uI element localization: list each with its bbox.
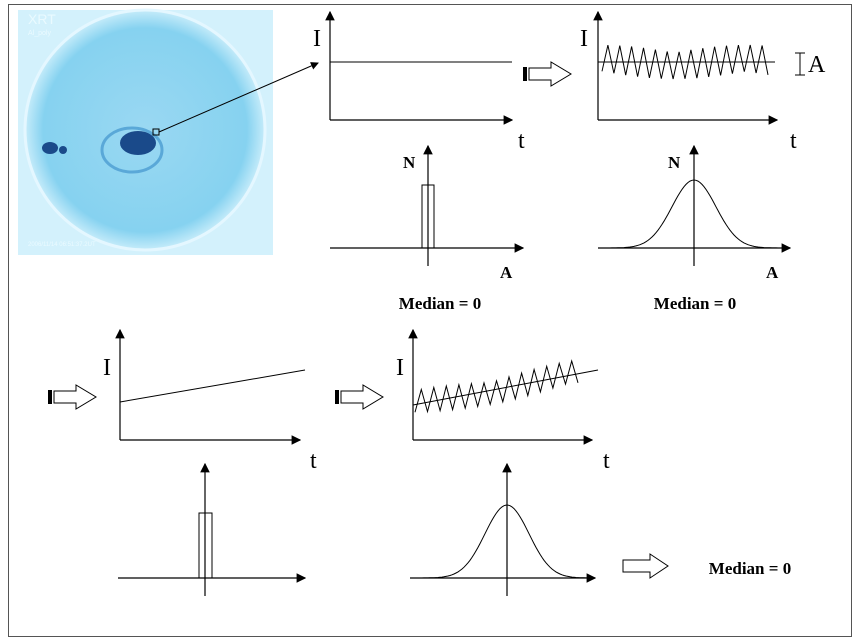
conclusion: Median = 0 bbox=[709, 559, 791, 578]
signal bbox=[120, 370, 305, 402]
caption: Median = 0 bbox=[654, 294, 736, 313]
x-label: t bbox=[603, 448, 610, 474]
y-label: N bbox=[403, 153, 416, 172]
image-timestamp: 2006/11/14 06:51:37.2UT bbox=[28, 242, 96, 248]
y-label: N bbox=[668, 153, 681, 172]
image-filter: Al_poly bbox=[28, 30, 51, 37]
y-label: I bbox=[396, 355, 404, 381]
slide: XRT Al_poly 2006/11/14 06:51:37.2UT I t … bbox=[0, 0, 861, 644]
distribution bbox=[420, 505, 588, 578]
amplitude-label: A bbox=[808, 52, 826, 78]
active-region bbox=[42, 142, 58, 154]
block-arrow bbox=[529, 62, 571, 86]
amplitude-bar bbox=[795, 53, 805, 75]
x-label: t bbox=[518, 128, 525, 154]
block-arrow bbox=[623, 554, 668, 578]
y-label: I bbox=[580, 26, 588, 52]
x-label: t bbox=[310, 448, 317, 474]
signal bbox=[415, 361, 578, 412]
trend-line bbox=[413, 370, 598, 405]
block-arrow-tail bbox=[48, 390, 52, 404]
x-label: t bbox=[790, 128, 797, 154]
xrt-image: XRT Al_poly 2006/11/14 06:51:37.2UT bbox=[18, 10, 273, 255]
x-label: A bbox=[500, 263, 513, 282]
x-label: A bbox=[766, 263, 779, 282]
caption: Median = 0 bbox=[399, 294, 481, 313]
active-region bbox=[59, 146, 67, 154]
y-label: I bbox=[313, 26, 321, 52]
block-arrow bbox=[54, 385, 96, 409]
block-arrow-tail bbox=[335, 390, 339, 404]
active-region bbox=[120, 131, 156, 155]
block-arrow bbox=[341, 385, 383, 409]
block-arrow-tail bbox=[523, 67, 527, 81]
y-label: I bbox=[103, 355, 111, 381]
image-title: XRT bbox=[28, 11, 56, 27]
